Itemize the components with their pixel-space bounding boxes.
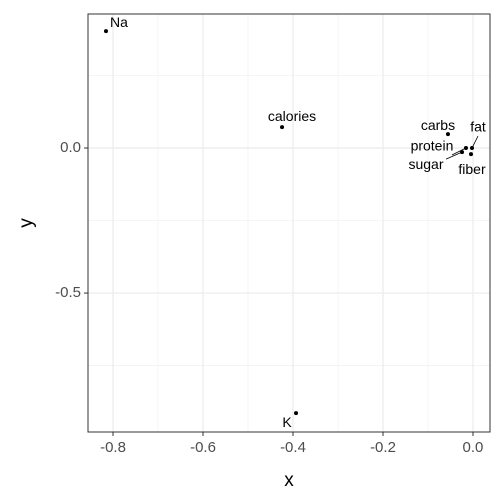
point-label: K (282, 414, 292, 430)
x-tick-label: -0.4 (280, 439, 306, 456)
point-label: protein (411, 138, 454, 154)
panel-border (87, 13, 491, 433)
label-connector (471, 135, 479, 149)
point-label: sugar (408, 156, 443, 172)
y-axis-title: y (16, 218, 37, 228)
point (445, 132, 450, 137)
x-tick-label: -0.2 (370, 439, 396, 456)
point (460, 150, 465, 155)
point-label: calories (268, 108, 316, 124)
x-tick-label: -0.8 (100, 439, 126, 456)
point (103, 29, 108, 34)
point (463, 146, 468, 151)
point (280, 125, 285, 130)
point (470, 146, 475, 151)
point-label: Na (110, 14, 128, 30)
label-connector (451, 147, 467, 156)
x-axis-title: x (284, 470, 294, 491)
point-label: carbs (421, 117, 455, 133)
point (294, 411, 299, 416)
x-tick-label: 0.0 (463, 439, 484, 456)
panel (88, 14, 490, 432)
x-tick-label: -0.6 (190, 439, 216, 456)
y-tick-label: 0.0 (60, 139, 81, 156)
point-label: fiber (458, 161, 486, 177)
point-label: fat (470, 119, 486, 135)
label-connector (445, 151, 463, 160)
y-tick-label: -0.5 (55, 284, 81, 301)
point (469, 152, 474, 157)
